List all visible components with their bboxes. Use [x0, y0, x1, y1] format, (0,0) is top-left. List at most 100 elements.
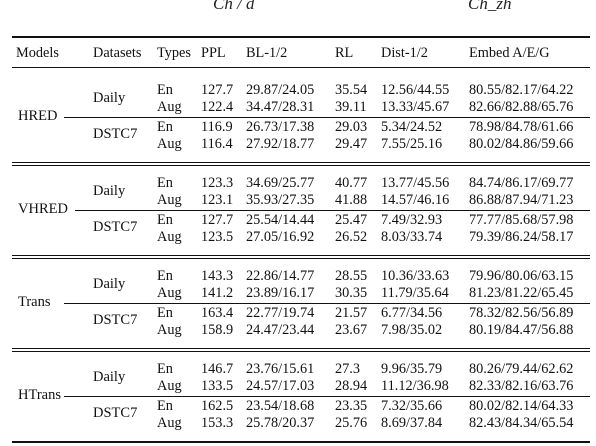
- cell-bl: 34.69/25.77: [246, 175, 315, 191]
- group-separator: [12, 258, 590, 259]
- cell-rl: 29.47: [335, 136, 368, 152]
- model-label: HTrans: [18, 387, 61, 403]
- cell-ppl: 146.7: [201, 361, 234, 377]
- cell-bl: 25.78/20.37: [246, 415, 315, 431]
- top-rule: [12, 36, 590, 38]
- cell-embed: 81.23/81.22/65.45: [469, 285, 574, 301]
- cell-bl: 24.57/17.03: [246, 378, 315, 394]
- cell-dist: 10.36/33.63: [381, 268, 450, 284]
- top-fragment-right: Ch_zh: [468, 0, 512, 13]
- cell-rl: 28.94: [335, 378, 368, 394]
- cell-rl: 41.88: [335, 192, 368, 208]
- cell-ppl: 153.3: [201, 415, 234, 431]
- cell-type: Aug: [157, 229, 182, 245]
- cell-dist: 14.57/46.16: [381, 192, 450, 208]
- cell-type: En: [157, 398, 173, 414]
- cell-type: Aug: [157, 378, 182, 394]
- cell-bl: 22.86/14.77: [246, 268, 315, 284]
- cell-dist: 13.33/45.67: [381, 99, 450, 115]
- cell-bl: 24.47/23.44: [246, 322, 315, 338]
- cell-rl: 21.57: [335, 305, 368, 321]
- cell-type: En: [157, 305, 173, 321]
- cell-rl: 23.35: [335, 398, 368, 414]
- header-ppl: PPL: [201, 45, 226, 61]
- dataset-rule: [86, 303, 590, 304]
- cell-ppl: 116.4: [201, 136, 233, 152]
- header-bl: BL-1/2: [246, 45, 288, 61]
- cell-type: En: [157, 82, 173, 98]
- cell-rl: 28.55: [335, 268, 368, 284]
- cell-rl: 23.67: [335, 322, 368, 338]
- cell-rl: 25.47: [335, 212, 368, 228]
- cell-ppl: 127.7: [201, 212, 234, 228]
- bottom-rule: [12, 441, 590, 443]
- dataset-label: Daily: [93, 183, 126, 199]
- cell-ppl: 123.3: [201, 175, 234, 191]
- cell-ppl: 116.9: [201, 119, 233, 135]
- cell-dist: 7.32/35.66: [381, 398, 443, 414]
- dataset-label: DSTC7: [93, 312, 138, 328]
- cell-rl: 25.76: [335, 415, 368, 431]
- cell-dist: 7.49/32.93: [381, 212, 443, 228]
- cell-dist: 5.34/24.52: [381, 119, 443, 135]
- cell-bl: 25.54/14.44: [246, 212, 315, 228]
- cell-embed: 80.55/82.17/64.22: [469, 82, 574, 98]
- cell-bl: 29.87/24.05: [246, 82, 315, 98]
- cell-dist: 6.77/34.56: [381, 305, 443, 321]
- cell-embed: 82.66/82.88/65.76: [469, 99, 574, 115]
- dataset-rule: [86, 117, 590, 118]
- cell-type: En: [157, 361, 173, 377]
- cell-embed: 84.74/86.17/69.77: [469, 175, 574, 191]
- header-rl: RL: [335, 45, 354, 61]
- model-label: VHRED: [18, 201, 68, 217]
- cell-ppl: 141.2: [201, 285, 234, 301]
- group-connector: [64, 303, 86, 304]
- cell-type: Aug: [157, 285, 182, 301]
- cell-dist: 9.96/35.79: [381, 361, 443, 377]
- dataset-rule: [86, 396, 590, 397]
- cell-bl: 23.54/18.68: [246, 398, 315, 414]
- cell-embed: 86.88/87.94/71.23: [469, 192, 574, 208]
- group-connector: [64, 117, 86, 118]
- dataset-label: Daily: [93, 369, 126, 385]
- cell-type: En: [157, 212, 173, 228]
- group-separator: [12, 351, 590, 352]
- cell-type: Aug: [157, 99, 182, 115]
- cell-ppl: 127.7: [201, 82, 234, 98]
- cell-dist: 13.77/45.56: [381, 175, 450, 191]
- cell-bl: 35.93/27.35: [246, 192, 315, 208]
- cell-ppl: 163.4: [201, 305, 234, 321]
- dataset-label: DSTC7: [93, 219, 138, 235]
- group-connector: [75, 210, 86, 211]
- cell-type: Aug: [157, 136, 182, 152]
- cell-embed: 79.96/80.06/63.15: [469, 268, 574, 284]
- cell-embed: 82.33/82.16/63.76: [469, 378, 574, 394]
- cell-type: Aug: [157, 192, 182, 208]
- cell-bl: 23.76/15.61: [246, 361, 315, 377]
- header-types: Types: [157, 45, 191, 61]
- cell-dist: 12.56/44.55: [381, 82, 450, 98]
- cell-bl: 34.47/28.31: [246, 99, 315, 115]
- cell-embed: 80.02/84.86/59.66: [469, 136, 574, 152]
- dataset-label: Daily: [93, 276, 126, 292]
- cell-bl: 27.05/16.92: [246, 229, 315, 245]
- header-embed: Embed A/E/G: [469, 45, 550, 61]
- cell-ppl: 123.1: [201, 192, 234, 208]
- group-separator: [12, 162, 590, 163]
- cell-embed: 80.19/84.47/56.88: [469, 322, 574, 338]
- cell-embed: 80.26/79.44/62.62: [469, 361, 574, 377]
- cell-bl: 26.73/17.38: [246, 119, 315, 135]
- cell-ppl: 162.5: [201, 398, 234, 414]
- cell-rl: 26.52: [335, 229, 368, 245]
- cell-embed: 82.43/84.34/65.54: [469, 415, 574, 431]
- cell-bl: 22.77/19.74: [246, 305, 315, 321]
- cell-type: Aug: [157, 415, 182, 431]
- group-connector: [64, 396, 86, 397]
- cell-rl: 29.03: [335, 119, 368, 135]
- dataset-rule: [86, 210, 590, 211]
- header-rule: [12, 67, 590, 68]
- cell-rl: 27.3: [335, 361, 361, 377]
- cell-rl: 39.11: [335, 99, 367, 115]
- header-models: Models: [16, 45, 59, 61]
- cell-type: En: [157, 119, 173, 135]
